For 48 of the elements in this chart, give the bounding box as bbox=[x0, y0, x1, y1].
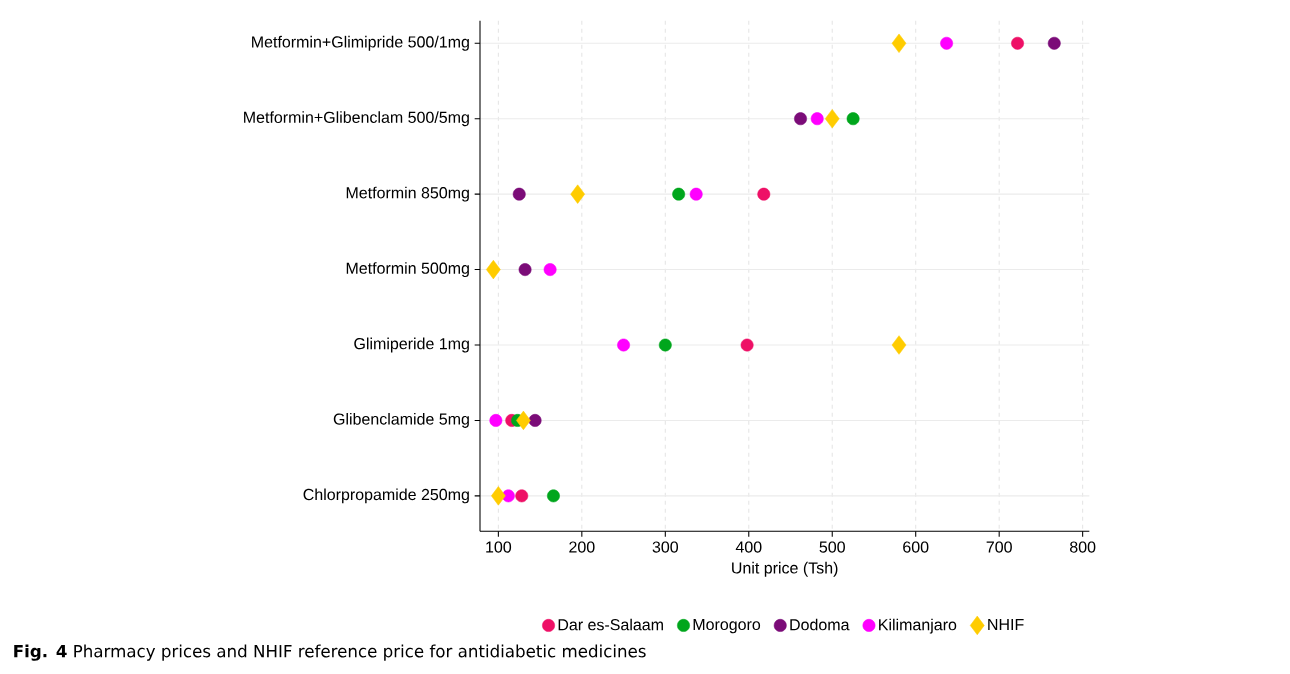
legend-label: Kilimanjaro bbox=[879, 618, 957, 634]
point bbox=[528, 414, 542, 427]
point bbox=[846, 112, 860, 126]
point bbox=[486, 259, 501, 280]
y-tick-label: Metformin+Glimipride 500/1mg bbox=[252, 35, 469, 51]
y-tick-label: Glibenclamide 5mg bbox=[333, 413, 469, 428]
x-tick-label: 500 bbox=[819, 541, 845, 553]
point bbox=[891, 33, 907, 53]
point bbox=[543, 263, 557, 276]
point bbox=[740, 338, 754, 352]
x-tick-label: 200 bbox=[569, 541, 595, 553]
legend-label: Dar es-Salaam bbox=[558, 618, 663, 631]
point bbox=[547, 489, 560, 503]
point bbox=[794, 112, 807, 126]
point bbox=[491, 486, 506, 506]
x-tick-label: 100 bbox=[486, 541, 512, 553]
point bbox=[516, 410, 531, 431]
y-tick-label: Glimiperide 1mg bbox=[354, 337, 469, 353]
point bbox=[515, 489, 529, 503]
point bbox=[518, 263, 532, 276]
point bbox=[810, 112, 824, 126]
text: Fig. 4 Pharmacy prices and NHIF reference price for antidiabetic medicines bbox=[14, 644, 646, 661]
x-tick-label: 300 bbox=[652, 541, 679, 553]
point bbox=[570, 184, 585, 204]
point bbox=[1047, 36, 1061, 50]
point bbox=[891, 335, 907, 355]
y-tick-label: Metformin 850mg bbox=[346, 186, 469, 202]
legend-label: NHIF bbox=[988, 618, 1024, 630]
point bbox=[672, 187, 686, 201]
point bbox=[689, 187, 703, 201]
x-tick-label: 400 bbox=[735, 541, 762, 553]
x-tick-label: 800 bbox=[1069, 541, 1096, 553]
point bbox=[940, 36, 953, 50]
point bbox=[824, 109, 840, 129]
point bbox=[617, 338, 630, 352]
point bbox=[658, 338, 672, 352]
y-tick-label: Metformin 500mg bbox=[346, 262, 469, 278]
legend-label: Morogoro bbox=[693, 618, 761, 634]
point bbox=[757, 187, 771, 201]
y-tick-label: Chlorpropamide 250mg bbox=[303, 488, 469, 504]
y-tick-label: Metformin+Glibenclam 500/5mg bbox=[244, 111, 469, 127]
point bbox=[489, 414, 503, 427]
x-tick-label: 700 bbox=[986, 541, 1012, 553]
x-tick-label: 600 bbox=[903, 541, 929, 553]
x-axis-title: Unit price (Tsh) bbox=[732, 561, 838, 577]
point bbox=[1011, 36, 1024, 50]
legend-label: Dodoma bbox=[790, 618, 850, 631]
point bbox=[512, 187, 526, 201]
